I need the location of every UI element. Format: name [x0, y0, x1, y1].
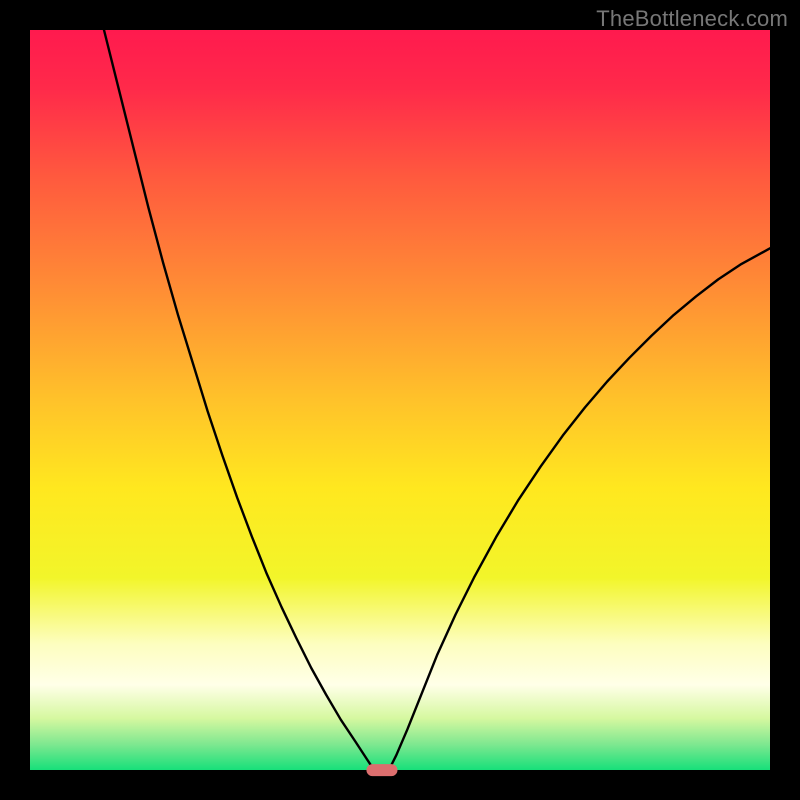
curves-svg — [30, 30, 770, 770]
right-curve — [389, 248, 770, 770]
optimal-marker — [366, 764, 397, 776]
plot-frame — [30, 30, 770, 770]
bottleneck-chart: TheBottleneck.com — [0, 0, 800, 800]
left-curve — [104, 30, 374, 770]
watermark-text: TheBottleneck.com — [596, 6, 788, 32]
